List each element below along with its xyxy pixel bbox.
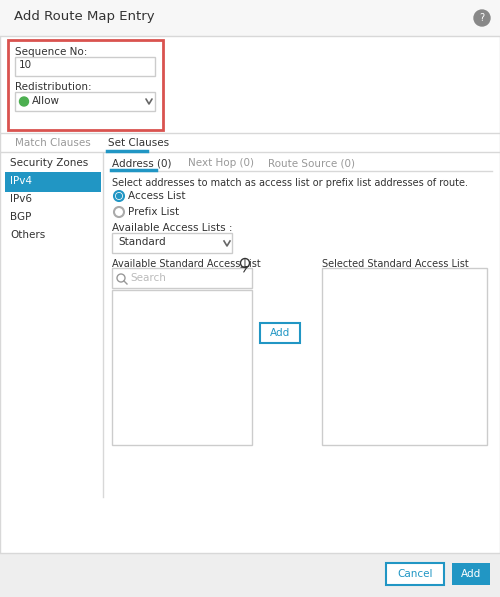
Text: 10: 10 [19,60,32,70]
Bar [322,268,487,445]
Text: Set Clauses: Set Clauses [108,138,169,148]
Text: Prefix List: Prefix List [128,207,179,217]
Text: Selected Standard Access List: Selected Standard Access List [322,259,469,269]
Circle shape [20,97,28,106]
Bar [15,92,155,111]
Text: Add Route Map Entry: Add Route Map Entry [14,10,154,23]
Text: Security Zones: Security Zones [10,158,88,168]
Circle shape [116,193,121,198]
Text: Match Clauses: Match Clauses [15,138,91,148]
Text: Sequence No:: Sequence No: [15,47,88,57]
Text: IPv4: IPv4 [10,176,32,186]
Bar [5,172,101,192]
Text: ?: ? [480,13,484,23]
Bar [112,268,252,288]
Text: Next Hop (0): Next Hop (0) [188,158,254,168]
Text: Add: Add [461,569,481,579]
Bar [112,233,232,253]
Text: Available Access Lists :: Available Access Lists : [112,223,232,233]
Bar [8,40,163,130]
Text: IPv6: IPv6 [10,194,32,204]
Text: Address (0): Address (0) [112,158,172,168]
Text: Redistribution:: Redistribution: [15,82,92,92]
Bar [0,553,500,597]
Text: Select addresses to match as access list or prefix list addresses of route.: Select addresses to match as access list… [112,178,468,188]
Circle shape [114,191,124,201]
Bar [112,290,252,445]
Text: Add: Add [270,328,290,338]
Bar [452,563,490,585]
Text: BGP: BGP [10,212,32,222]
Bar [386,563,444,585]
Text: Others: Others [10,230,45,240]
Text: Available Standard Access List: Available Standard Access List [112,259,261,269]
Text: Route Source (0): Route Source (0) [268,158,355,168]
Circle shape [114,207,124,217]
Bar [260,323,300,343]
Text: Access List: Access List [128,191,186,201]
Text: Standard: Standard [118,237,166,247]
Text: Allow: Allow [32,97,60,106]
Bar [0,0,500,36]
Text: Search: Search [130,273,166,283]
Circle shape [474,10,490,26]
Text: Cancel: Cancel [397,569,433,579]
Bar [15,57,155,76]
